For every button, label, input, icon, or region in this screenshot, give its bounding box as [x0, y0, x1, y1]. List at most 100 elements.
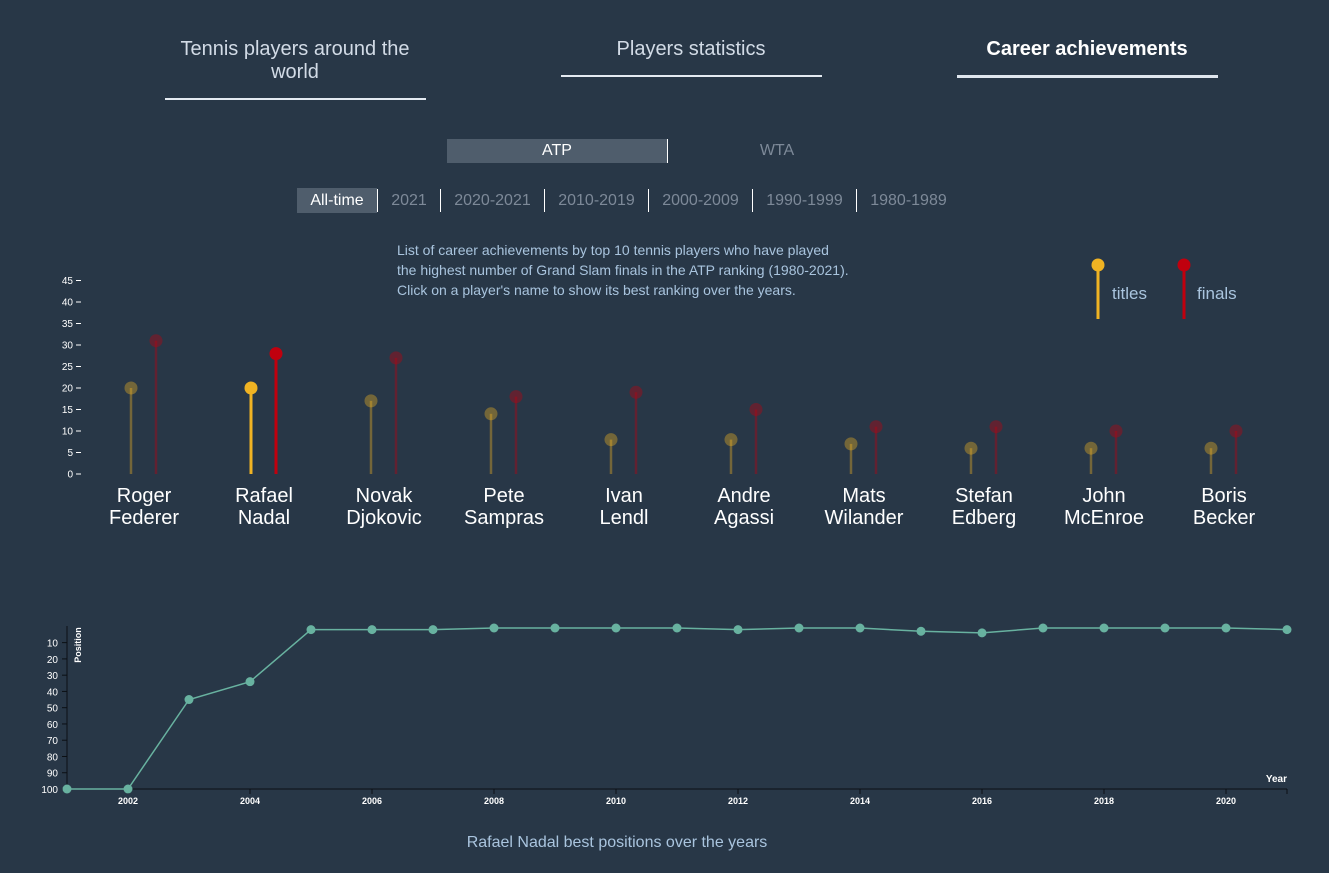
titles-dot	[1204, 441, 1218, 455]
player-name-line: Novak	[356, 485, 414, 507]
tab-players-statistics[interactable]: Players statistics	[560, 38, 822, 77]
titles-dot	[844, 437, 858, 451]
player-name-line: Sampras	[464, 507, 544, 529]
player-name-button[interactable]: Andre Agassi	[714, 485, 774, 529]
y-tick-label: 50	[47, 704, 59, 715]
finals-dot	[1109, 424, 1123, 438]
player-name-button[interactable]: Mats Wilander	[825, 485, 904, 529]
player-name-button[interactable]: Roger Federer	[109, 485, 179, 529]
x-tick-label: 2012	[728, 796, 748, 806]
tab-tennis-players-around-the-world[interactable]: Tennis players around the world	[164, 38, 426, 100]
y-axis-label: Position	[73, 627, 83, 663]
finals-dot	[389, 351, 403, 365]
x-tick-label: 2016	[972, 796, 992, 806]
x-axis-label: Year	[1266, 774, 1287, 785]
description-line: Click on a player's name to show its bes…	[397, 282, 796, 298]
y-tick-label: 25	[62, 362, 74, 373]
period-2021-button[interactable]: 2021	[391, 192, 427, 209]
player-name-line: Wilander	[825, 507, 904, 529]
chart-marks	[62, 623, 1292, 794]
ranking-point	[1099, 623, 1109, 633]
player-name-line: Roger	[117, 485, 172, 507]
divider	[544, 189, 545, 212]
y-tick-label: 15	[62, 405, 74, 416]
player-name-line: Becker	[1193, 507, 1256, 529]
player-names: Roger Federer Rafael Nadal Novak Djokovic Pete…	[109, 485, 1255, 529]
player-name-button[interactable]: Rafael Nadal	[235, 485, 293, 529]
period-2000-2009-button[interactable]: 2000-2009	[662, 192, 739, 209]
ranking-point	[1038, 623, 1048, 633]
atp-button[interactable]: ATP	[447, 139, 668, 163]
tab-career-achievements[interactable]: Career achievements	[956, 38, 1218, 78]
titles-dot	[724, 433, 738, 447]
titles-dot	[484, 407, 498, 421]
x-tick-label: 2002	[118, 796, 138, 806]
y-tick-label: 60	[47, 720, 59, 731]
description-line: the highest number of Grand Slam finals …	[397, 262, 849, 278]
y-tick-label: 100	[41, 785, 58, 796]
ranking-chart-title: Rafael Nadal best positions over the yea…	[466, 834, 768, 851]
x-tick-label: 2018	[1094, 796, 1114, 806]
ranking-point	[123, 784, 133, 794]
ranking-line-chart: 10 20 30 40 50 60 70 80 90 100 2002 2004 2006 2008 201…	[41, 623, 1292, 806]
career-achievements-chart: 0 5 10 15 20 25 30 35 40 45 Roger Federer Rafael Nad…	[62, 258, 1255, 529]
tab-label: Players statistics	[616, 38, 766, 60]
player-name-line: Andre	[717, 485, 770, 507]
divider	[648, 189, 649, 212]
tab-underline	[164, 98, 426, 100]
finals-dot	[629, 385, 643, 399]
finals-dot	[149, 334, 163, 348]
player-name-button[interactable]: Stefan Edberg	[952, 485, 1017, 529]
ranking-point	[184, 695, 194, 705]
player-name-button[interactable]: Novak Djokovic	[346, 485, 422, 529]
finals-dot	[749, 403, 763, 416]
period-1980-1989-button[interactable]: 1980-1989	[870, 192, 947, 209]
player-name-line: John	[1082, 485, 1125, 507]
ranking-point	[1221, 623, 1231, 633]
chart-description: List of career achievements by top 10 te…	[397, 240, 867, 300]
divider	[856, 189, 857, 212]
player-name-button[interactable]: Boris Becker	[1193, 485, 1256, 529]
legend-titles-dot	[1091, 258, 1105, 272]
tab-underline	[560, 75, 822, 77]
tab-label: Tennis players around the world	[180, 38, 410, 83]
player-name-button[interactable]: Pete Sampras	[464, 485, 544, 529]
player-name-button[interactable]: John McEnroe	[1064, 485, 1144, 529]
player-name-line: Lendl	[600, 507, 649, 529]
ranking-point	[733, 625, 743, 635]
finals-dot	[509, 390, 523, 404]
y-tick-label: 0	[67, 470, 73, 481]
player-name-line: Edberg	[952, 507, 1017, 529]
main-navigation: Tennis players around the world Players …	[0, 0, 1329, 100]
x-tick-label: 2004	[240, 796, 260, 806]
wta-button[interactable]: WTA	[759, 142, 795, 159]
period-2020-2021-button[interactable]: 2020-2021	[454, 192, 531, 209]
y-tick-label: 30	[47, 671, 59, 682]
finals-dot	[869, 420, 883, 434]
x-tick-label: 2006	[362, 796, 382, 806]
legend: titles finals	[1091, 258, 1237, 319]
finals-dot	[1229, 424, 1243, 438]
titles-dot	[1084, 441, 1098, 455]
titles-dot	[364, 394, 378, 408]
player-name-line: Rafael	[235, 485, 293, 507]
period-2010-2019-button[interactable]: 2010-2019	[558, 192, 635, 209]
period-all-time-button[interactable]: All-time	[297, 188, 377, 213]
player-name-line: Ivan	[605, 485, 643, 507]
player-name-line: Mats	[842, 485, 885, 507]
player-name-line: Pete	[483, 485, 524, 507]
axes: 10 20 30 40 50 60 70 80 90 100 2002 2004 2006 2008 201…	[41, 626, 1288, 806]
ranking-point	[1160, 623, 1170, 633]
divider	[440, 189, 441, 212]
period-1990-1999-button[interactable]: 1990-1999	[766, 192, 843, 209]
ranking-point	[550, 623, 560, 633]
ranking-point	[672, 623, 682, 633]
player-name-line: Boris	[1201, 485, 1247, 507]
player-name-button[interactable]: Ivan Lendl	[600, 485, 649, 529]
y-tick-label: 40	[62, 298, 74, 309]
x-tick-label: 2008	[484, 796, 504, 806]
legend-finals-dot	[1177, 258, 1191, 272]
player-name-line: Djokovic	[346, 507, 422, 529]
y-axis: 0 5 10 15 20 25 30 35 40 45	[62, 276, 81, 481]
tour-toggle: ATP WTA	[447, 139, 887, 163]
